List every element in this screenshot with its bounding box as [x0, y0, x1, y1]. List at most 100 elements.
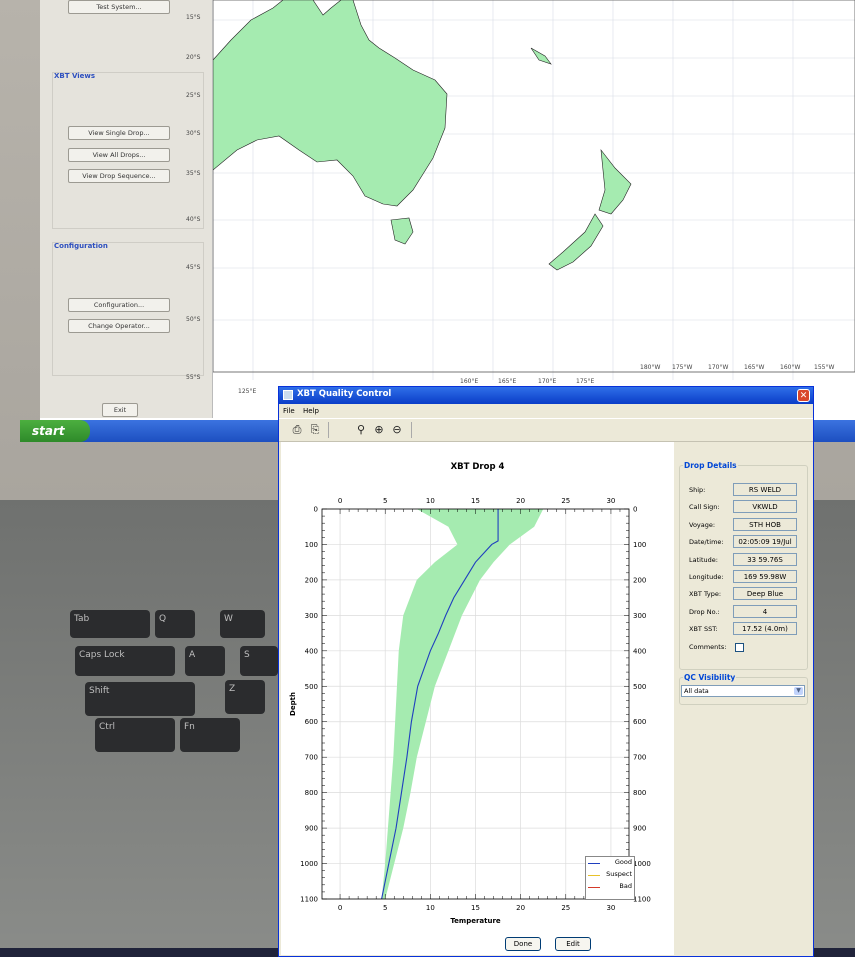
australia-landmass [213, 0, 448, 207]
xbt-views-group [52, 72, 204, 229]
detail-value: 4 [733, 604, 797, 618]
x-tick-label-bottom: 0 [338, 904, 342, 912]
lon-label: 165°W [744, 364, 765, 371]
zoom-in-icon[interactable]: ⊕ [374, 423, 384, 436]
menu-file[interactable]: File [283, 407, 295, 415]
y-tick-label-left: 700 [305, 754, 318, 762]
x-tick-label-top: 10 [426, 497, 435, 505]
x-tick-label-top: 30 [606, 497, 615, 505]
legend-label-suspect: Suspect [606, 870, 632, 878]
lat-label: 50°S [186, 316, 201, 323]
magnify-icon[interactable]: ⚲ [356, 423, 366, 436]
keyboard-key: Q [155, 610, 195, 638]
legend-swatch-good [588, 863, 600, 864]
lon-label: 160°W [780, 364, 801, 371]
y-tick-label-right: 100 [633, 541, 646, 549]
print-preview-icon[interactable]: ⎘ [310, 423, 320, 436]
detail-value: VKWLD [733, 500, 797, 514]
detail-label: Voyage: [689, 520, 716, 529]
exit-button[interactable]: Exit [102, 403, 138, 417]
xbt-views-label: XBT Views [54, 72, 96, 80]
lon-label: 155°W [814, 364, 835, 371]
toolbar-separator [411, 422, 412, 438]
detail-label: Date/time: [689, 538, 724, 547]
view-drop-sequence-button[interactable]: View Drop Sequence... [68, 169, 170, 183]
qc-visibility-select[interactable]: All data ▼ [681, 685, 805, 697]
detail-value: STH HOB [733, 517, 797, 531]
keyboard-key: S [240, 646, 278, 676]
done-button[interactable]: Done [505, 937, 541, 951]
chart-title: XBT Drop 4 [450, 462, 505, 472]
y-tick-label-right: 200 [633, 576, 646, 584]
chart-panel[interactable]: XBT Drop 4 0 0 5 5 10 10 15 15 20 20 25 25 30 30 0 0 100… [281, 442, 674, 955]
lat-label: 30°S [186, 130, 201, 137]
lat-label: 45°S [186, 264, 201, 271]
qc-visibility-group [679, 677, 808, 705]
y-tick-label-left: 300 [305, 612, 318, 620]
x-axis-label: Temperature [450, 917, 501, 925]
dialog-titlebar[interactable]: XBT Quality Control ✕ [279, 387, 813, 404]
keyboard-key: Z [225, 680, 265, 714]
print-icon[interactable]: ⎙ [292, 423, 302, 436]
lon-label: 125°E [238, 388, 257, 395]
y-tick-label-right: 900 [633, 825, 646, 833]
zoom-out-icon[interactable]: ⊖ [392, 423, 402, 436]
drop-details-header: Drop Details [683, 461, 738, 470]
legend-item-good: Good [588, 858, 634, 868]
y-tick-label-right: 1000 [633, 860, 651, 868]
edit-button[interactable]: Edit [555, 937, 591, 951]
y-tick-label-right: 600 [633, 718, 646, 726]
x-tick-label-bottom: 15 [471, 904, 480, 912]
menu-help[interactable]: Help [303, 407, 319, 415]
detail-value: 33 59.76S [733, 552, 797, 566]
x-tick-label-bottom: 5 [383, 904, 387, 912]
detail-row: XBT Type: Deep Blue [689, 587, 801, 601]
map-view[interactable] [213, 0, 855, 380]
keyboard-key: W [220, 610, 265, 638]
legend-label-bad: Bad [619, 882, 632, 890]
configuration-button[interactable]: Configuration... [68, 298, 170, 312]
view-all-drops-button[interactable]: View All Drops... [68, 148, 170, 162]
legend-item-suspect: Suspect [588, 870, 634, 880]
climatology-envelope [381, 509, 544, 899]
lat-label: 20°S [186, 54, 201, 61]
detail-value: 02:05:09 19/Jul [733, 535, 797, 549]
xbt-quality-control-dialog: XBT Quality Control ✕ File Help ⎙ ⎘ ➚ ⚲ … [278, 386, 814, 957]
detail-row: Latitude: 33 59.76S [689, 552, 801, 567]
dialog-title: XBT Quality Control [297, 389, 392, 399]
left-control-panel: Test System... XBT Views View Single Dro… [40, 0, 213, 418]
detail-row: Longitude: 169 59.98W [689, 570, 801, 584]
comments-checkbox[interactable] [735, 642, 744, 652]
good-profile-line [381, 509, 499, 900]
detail-row: Voyage: STH HOB [689, 517, 801, 532]
detail-value: Deep Blue [733, 587, 797, 601]
start-button[interactable]: start [20, 420, 90, 442]
change-operator-button[interactable]: Change Operator... [68, 319, 170, 333]
chart-legend: Good Suspect Bad [585, 856, 635, 900]
close-icon[interactable]: ✕ [797, 389, 810, 402]
detail-value: RS WELD [733, 483, 797, 496]
detail-label: Latitude: [689, 555, 718, 564]
lon-label: 175°E [576, 378, 595, 385]
x-tick-label-top: 15 [471, 497, 480, 505]
view-single-drop-button[interactable]: View Single Drop... [68, 126, 170, 140]
detail-label: Ship: [689, 486, 706, 494]
y-tick-label-left: 200 [305, 576, 318, 584]
y-tick-label-right: 700 [633, 754, 646, 762]
y-tick-label-left: 600 [305, 718, 318, 726]
lat-label: 55°S [186, 374, 201, 381]
configuration-label: Configuration [54, 242, 108, 250]
new-zealand-north-island [598, 148, 632, 215]
lon-label: 170°E [538, 378, 557, 385]
detail-label: Longitude: [689, 573, 724, 581]
chevron-down-icon[interactable]: ▼ [794, 687, 803, 695]
qc-visibility-header: QC Visibility [683, 673, 737, 682]
test-system-button[interactable]: Test System... [68, 0, 170, 14]
x-tick-label-bottom: 10 [426, 904, 435, 912]
y-tick-label-right: 1100 [633, 896, 651, 904]
detail-row: XBT SST: 17.52 (4.0m) [689, 622, 801, 636]
legend-label-good: Good [614, 858, 632, 866]
detail-label: Drop No.: [689, 607, 720, 616]
tasmania-landmass [390, 217, 414, 245]
